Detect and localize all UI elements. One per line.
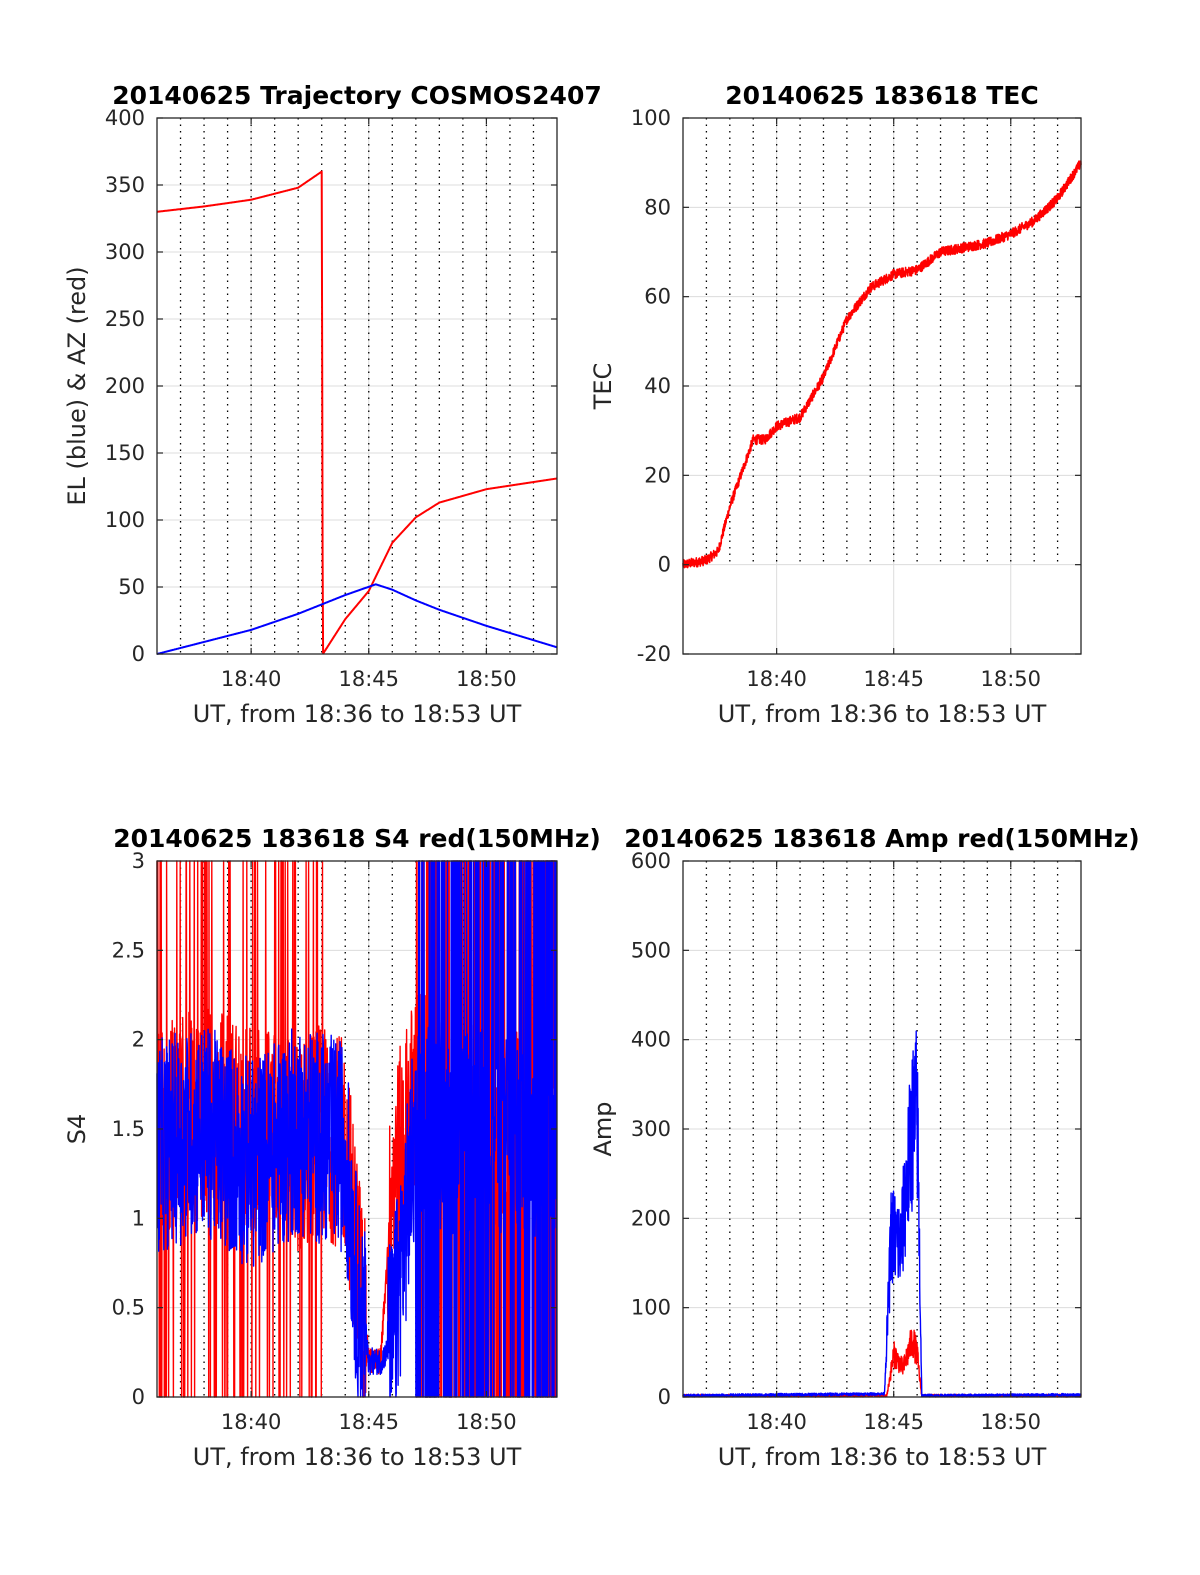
y-tick-label: 100 [631, 106, 671, 130]
x-axis-label: UT, from 18:36 to 18:53 UT [718, 1443, 1047, 1471]
chart-title: 20140625 183618 TEC [725, 81, 1038, 110]
y-tick-label: 50 [118, 575, 145, 599]
y-tick-label: 300 [631, 1117, 671, 1141]
y-tick-label: 250 [105, 307, 145, 331]
x-tick-label: 18:50 [980, 1410, 1041, 1434]
y-tick-label: 600 [631, 849, 671, 873]
series-s4_blue [156, 860, 558, 1398]
y-tick-label: 2 [132, 1028, 145, 1052]
chart-tec: -20 0 20 40 60 80 100 18:40 18:45 18:50 20140625 1… [589, 81, 1082, 728]
x-tick-label: 18:50 [980, 667, 1041, 691]
x-tick-label: 18:40 [221, 1410, 282, 1434]
y-tick-label: 400 [631, 1028, 671, 1052]
chart-traj: 0 50 100 150 200 250 300 350 400 18:40 18:45 18:50 2… [63, 81, 602, 728]
x-tick-label: 18:40 [746, 667, 807, 691]
y-tick-label: 200 [105, 374, 145, 398]
x-axis-label: UT, from 18:36 to 18:53 UT [193, 700, 522, 728]
chart-s4: 0 0.5 1 1.5 2 2.5 3 18:40 18:45 18:50 20140625 183… [63, 824, 601, 1471]
y-tick-label: 0.5 [112, 1296, 145, 1320]
x-tick-label: 18:40 [746, 1410, 807, 1434]
y-tick-label: 0 [658, 553, 671, 577]
y-tick-label: 1.5 [112, 1117, 145, 1141]
y-tick-label: 100 [105, 508, 145, 532]
y-tick-label: 80 [644, 195, 671, 219]
series-amp_red [682, 1329, 1082, 1398]
y-tick-label: 2.5 [112, 938, 145, 962]
x-tick-label: 18:50 [456, 667, 517, 691]
y-tick-label: 60 [644, 285, 671, 309]
x-tick-label: 18:40 [221, 667, 282, 691]
x-tick-label: 18:45 [338, 1410, 399, 1434]
y-tick-label: 3 [132, 849, 145, 873]
chart-title: 20140625 Trajectory COSMOS2407 [112, 81, 602, 110]
y-tick-label: 350 [105, 173, 145, 197]
x-axis-label: UT, from 18:36 to 18:53 UT [718, 700, 1047, 728]
y-tick-label: 300 [105, 240, 145, 264]
y-tick-label: -20 [637, 642, 671, 666]
y-tick-label: 100 [631, 1296, 671, 1320]
x-tick-label: 18:45 [863, 667, 924, 691]
y-tick-label: 400 [105, 106, 145, 130]
y-tick-label: 500 [631, 938, 671, 962]
y-tick-label: 150 [105, 441, 145, 465]
y-tick-label: 1 [132, 1206, 145, 1230]
y-tick-label: 200 [631, 1206, 671, 1230]
y-axis-label: EL (blue) & AZ (red) [63, 266, 91, 505]
series-el [156, 583, 558, 655]
y-axis-label: S4 [63, 1114, 91, 1145]
y-axis-label: Amp [589, 1101, 617, 1156]
x-tick-label: 18:50 [456, 1410, 517, 1434]
x-axis-label: UT, from 18:36 to 18:53 UT [193, 1443, 522, 1471]
chart-amp: 0 100 200 300 400 500 600 18:40 18:45 18:50 201406… [589, 824, 1140, 1471]
chart-title: 20140625 183618 S4 red(150MHz) [113, 824, 601, 853]
y-tick-label: 0 [132, 1385, 145, 1409]
x-tick-label: 18:45 [863, 1410, 924, 1434]
y-tick-label: 20 [644, 463, 671, 487]
chart-title: 20140625 183618 Amp red(150MHz) [624, 824, 1140, 853]
series-amp_blue [682, 1030, 1082, 1398]
series-az [156, 170, 558, 655]
y-axis-label: TEC [589, 363, 617, 411]
y-tick-label: 0 [658, 1385, 671, 1409]
x-tick-label: 18:45 [338, 667, 399, 691]
y-tick-label: 40 [644, 374, 671, 398]
series-tec [682, 160, 1082, 569]
y-tick-label: 0 [132, 642, 145, 666]
